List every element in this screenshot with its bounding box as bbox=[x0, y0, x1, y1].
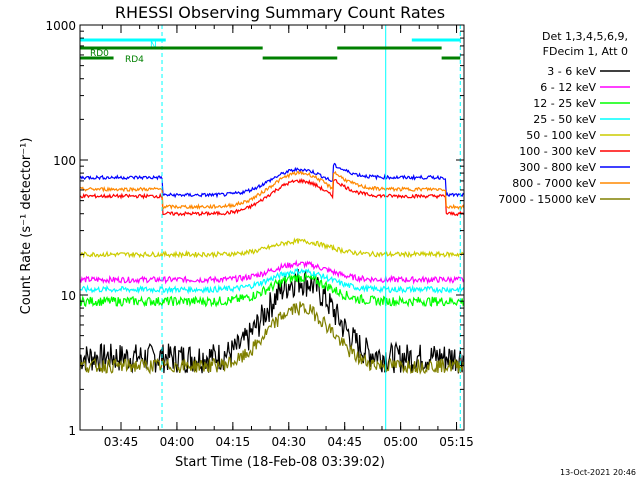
series-line-2 bbox=[79, 273, 465, 309]
legend-label: 6 - 12 keV bbox=[540, 81, 596, 94]
series-line-8 bbox=[79, 301, 465, 375]
legend-label: 800 - 7000 keV bbox=[512, 177, 596, 190]
x-tick-label: 04:30 bbox=[271, 435, 306, 449]
series-line-7 bbox=[79, 170, 465, 211]
x-tick-label: 04:00 bbox=[160, 435, 195, 449]
flag-label: N bbox=[150, 41, 157, 51]
x-axis-label: Start Time (18-Feb-08 03:39:02) bbox=[175, 455, 385, 470]
legend-label: 50 - 100 keV bbox=[526, 129, 596, 142]
x-tick-label: 04:45 bbox=[327, 435, 362, 449]
series-line-1 bbox=[79, 259, 465, 285]
series-line-6 bbox=[79, 162, 465, 199]
x-tick-label: 05:15 bbox=[439, 435, 474, 449]
legend-header-line-2: FDecim 1, Att 0 bbox=[543, 45, 628, 58]
y-tick-label: 10 bbox=[61, 289, 76, 303]
legend-label: 12 - 25 keV bbox=[533, 97, 596, 110]
legend: 3 - 6 keV 6 - 12 keV 12 - 25 keV 25 - 50 ke… bbox=[498, 65, 630, 206]
y-tick-label: 100 bbox=[53, 154, 76, 168]
chart-title: RHESSI Observing Summary Count Rates bbox=[115, 3, 445, 22]
flag-label: RD4 bbox=[125, 55, 144, 65]
plot-frame bbox=[79, 24, 465, 431]
legend-label: 100 - 300 keV bbox=[519, 145, 596, 158]
legend-label: 3 - 6 keV bbox=[547, 65, 596, 78]
series-line-5 bbox=[79, 177, 465, 217]
y-tick-label: 1 bbox=[68, 424, 76, 438]
series-line-4 bbox=[79, 237, 465, 259]
legend-label: 25 - 50 keV bbox=[533, 113, 596, 126]
flag-label: RD0 bbox=[90, 49, 109, 59]
x-tick-label: 04:15 bbox=[216, 435, 251, 449]
x-tick-label: 05:00 bbox=[383, 435, 418, 449]
series-line-3 bbox=[79, 267, 465, 295]
x-tick-label: 03:45 bbox=[104, 435, 139, 449]
axes: 1 10 100 1000 03:45 04:00 04:15 04:30 04:45 05:00… bbox=[45, 19, 473, 449]
y-axis-label: Count Rate (s⁻¹ detector⁻¹) bbox=[19, 138, 34, 315]
footer-timestamp: 13-Oct-2021 20:46 bbox=[560, 468, 636, 477]
legend-label: 7000 - 15000 keV bbox=[498, 193, 596, 206]
plot-area: N RD0 RD4 bbox=[79, 25, 465, 430]
legend-label: 300 - 800 keV bbox=[519, 161, 596, 174]
y-tick-label: 1000 bbox=[45, 19, 76, 33]
legend-header-line-1: Det 1,3,4,5,6,9, bbox=[542, 30, 628, 43]
